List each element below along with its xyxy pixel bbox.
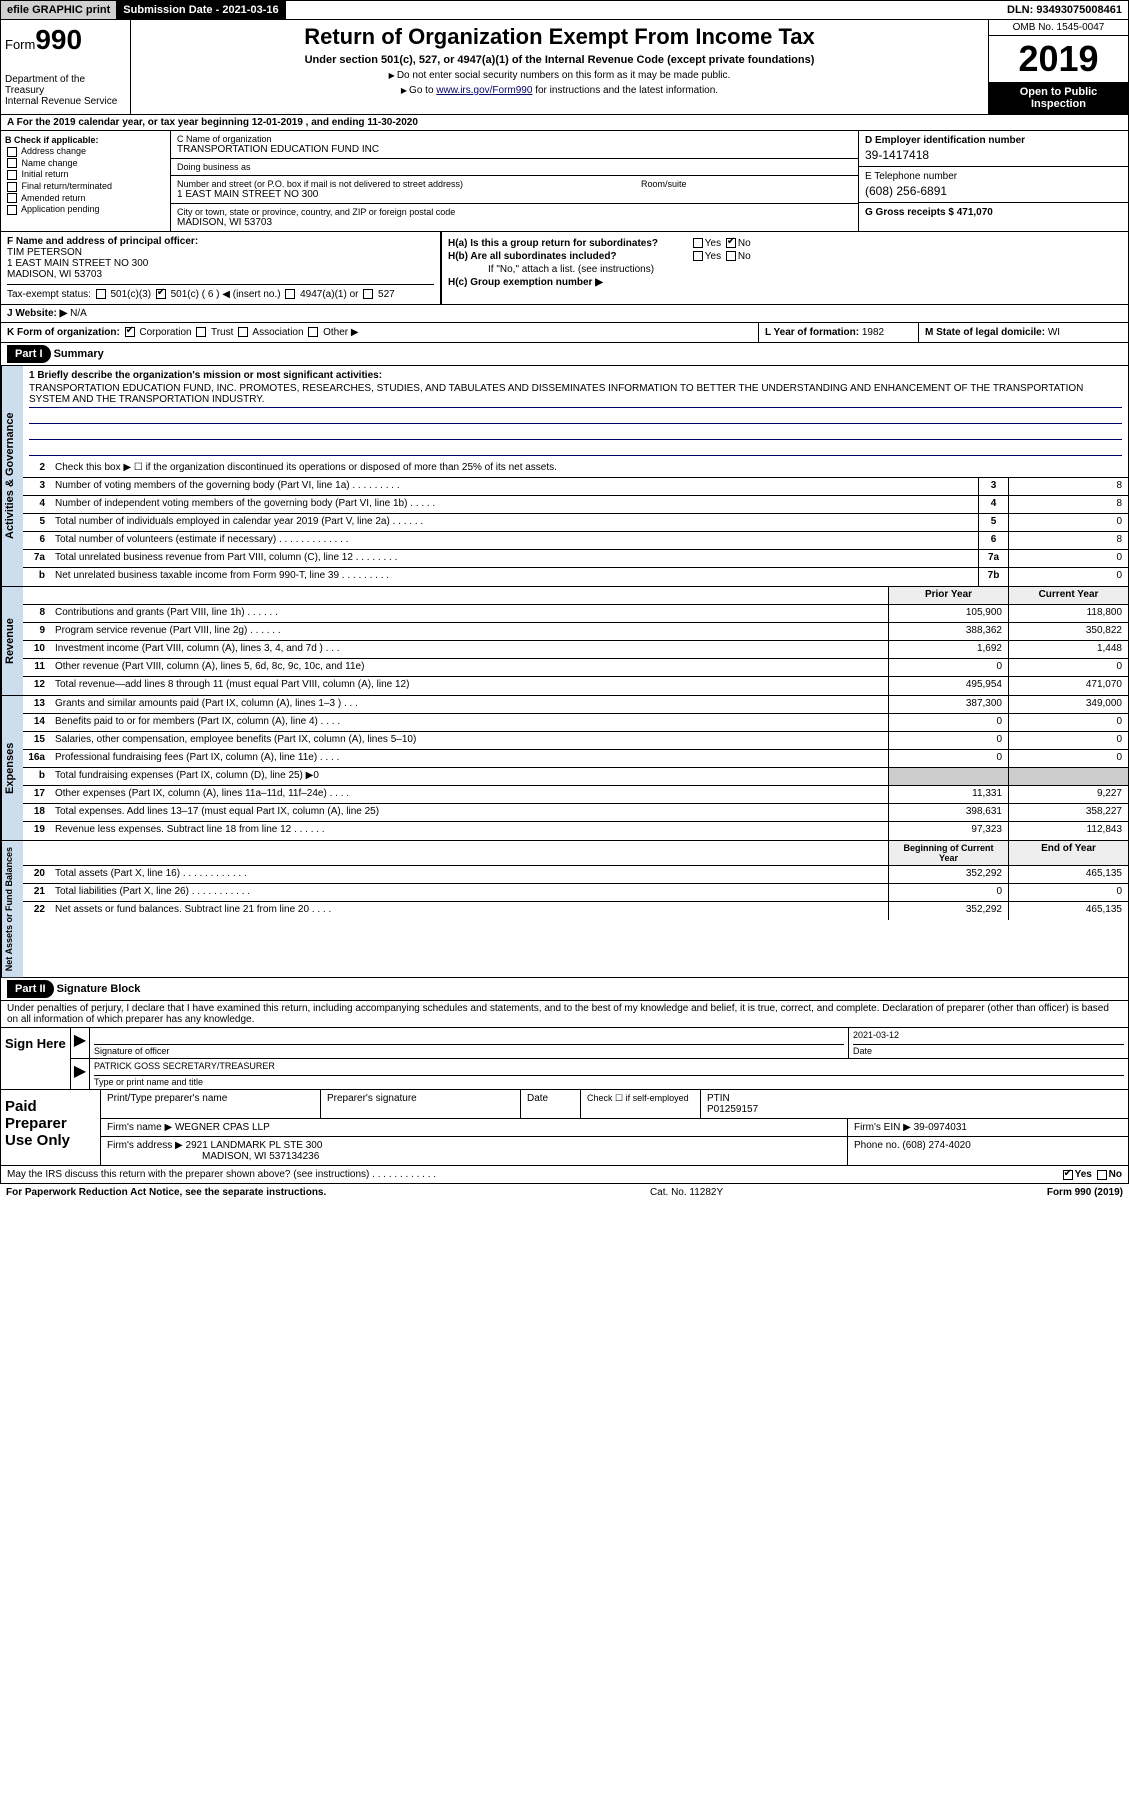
omb-number: OMB No. 1545-0047: [989, 20, 1128, 36]
firm-ein: 39-0974031: [914, 1122, 967, 1133]
arrow-icon: ▶: [71, 1028, 89, 1058]
org-form-option[interactable]: Trust: [194, 327, 236, 338]
checkbox-option[interactable]: Initial return: [5, 169, 166, 180]
firm-name: WEGNER CPAS LLP: [175, 1122, 270, 1133]
table-row: 3Number of voting members of the governi…: [23, 478, 1128, 496]
table-row: 18Total expenses. Add lines 13–17 (must …: [23, 804, 1128, 822]
paperwork-notice: For Paperwork Reduction Act Notice, see …: [6, 1187, 326, 1198]
telephone: (608) 256-6891: [865, 184, 1122, 198]
gross-receipts: G Gross receipts $ 471,070: [865, 207, 993, 218]
ptin: P01259157: [707, 1104, 758, 1115]
table-row: 7aTotal unrelated business revenue from …: [23, 550, 1128, 568]
form-title: Return of Organization Exempt From Incom…: [135, 24, 984, 50]
form-subtitle: Under section 501(c), 527, or 4947(a)(1)…: [135, 54, 984, 66]
table-row: 16aProfessional fundraising fees (Part I…: [23, 750, 1128, 768]
checkbox-option[interactable]: Final return/terminated: [5, 181, 166, 192]
table-row: 17Other expenses (Part IX, column (A), l…: [23, 786, 1128, 804]
year-formation: L Year of formation: 1982: [758, 323, 918, 342]
table-row: 10Investment income (Part VIII, column (…: [23, 641, 1128, 659]
mission-text: TRANSPORTATION EDUCATION FUND, INC. PROM…: [29, 381, 1122, 408]
table-row: bNet unrelated business taxable income f…: [23, 568, 1128, 586]
org-form-option[interactable]: Association: [236, 327, 306, 338]
table-row: 13Grants and similar amounts paid (Part …: [23, 696, 1128, 714]
table-row: 11Other revenue (Part VIII, column (A), …: [23, 659, 1128, 677]
row-j-website: J Website: ▶ N/A: [0, 305, 1129, 323]
vert-expenses: Expenses: [1, 696, 23, 840]
tax-status-option[interactable]: 501(c) ( 6 ) ◀ (insert no.): [154, 289, 284, 300]
vert-governance: Activities & Governance: [1, 366, 23, 586]
table-row: 22Net assets or fund balances. Subtract …: [23, 902, 1128, 920]
checkbox-option[interactable]: Name change: [5, 158, 166, 169]
efile-print-button[interactable]: efile GRAPHIC print: [1, 1, 117, 19]
table-row: 20Total assets (Part X, line 16) . . . .…: [23, 866, 1128, 884]
box-f-officer: F Name and address of principal officer:…: [1, 232, 441, 304]
form-header: Form990 Department of the Treasury Inter…: [0, 20, 1129, 115]
table-row: 21Total liabilities (Part X, line 26) . …: [23, 884, 1128, 902]
penalty-statement: Under penalties of perjury, I declare th…: [0, 1001, 1129, 1028]
checkbox-option[interactable]: Amended return: [5, 193, 166, 204]
line2: Check this box ▶ ☐ if the organization d…: [51, 460, 1128, 477]
city-address: MADISON, WI 53703: [177, 217, 852, 228]
cat-no: Cat. No. 11282Y: [650, 1187, 723, 1198]
part1-header: Part I: [7, 345, 51, 363]
table-row: 14Benefits paid to or for members (Part …: [23, 714, 1128, 732]
sign-here-label: Sign Here: [1, 1028, 71, 1089]
tax-year: 2019: [989, 36, 1128, 82]
tax-status-option[interactable]: 501(c)(3): [94, 289, 154, 300]
vert-revenue: Revenue: [1, 587, 23, 695]
row-a-tax-year: A For the 2019 calendar year, or tax yea…: [0, 115, 1129, 131]
tax-status-option[interactable]: 4947(a)(1) or: [283, 289, 361, 300]
org-form-option[interactable]: Corporation: [123, 327, 195, 338]
table-row: 8Contributions and grants (Part VIII, li…: [23, 605, 1128, 623]
form-version: Form 990 (2019): [1047, 1187, 1123, 1198]
instructions-link[interactable]: www.irs.gov/Form990: [436, 85, 532, 96]
table-row: 15Salaries, other compensation, employee…: [23, 732, 1128, 750]
officer-name: PATRICK GOSS SECRETARY/TREASURER: [94, 1061, 1124, 1075]
firm-address: 2921 LANDMARK PL STE 300: [186, 1140, 323, 1151]
mission-label: 1 Briefly describe the organization's mi…: [29, 370, 382, 381]
org-name: TRANSPORTATION EDUCATION FUND INC: [177, 144, 852, 155]
top-bar: efile GRAPHIC print Submission Date - 20…: [0, 0, 1129, 20]
part2-header: Part II: [7, 980, 54, 998]
box-b-applicable: B Check if applicable: Address change Na…: [1, 131, 171, 231]
state-domicile: M State of legal domicile: WI: [918, 323, 1128, 342]
box-h-group: H(a) Is this a group return for subordin…: [441, 232, 821, 304]
sign-date: 2021-03-12: [853, 1030, 1124, 1044]
checkbox-option[interactable]: Address change: [5, 146, 166, 157]
arrow-icon: ▶: [71, 1059, 89, 1089]
note-link: Go to www.irs.gov/Form990 for instructio…: [135, 85, 984, 96]
department: Department of the Treasury Internal Reve…: [5, 74, 126, 107]
table-row: 4Number of independent voting members of…: [23, 496, 1128, 514]
table-row: 5Total number of individuals employed in…: [23, 514, 1128, 532]
street-address: 1 EAST MAIN STREET NO 300: [177, 189, 852, 200]
table-row: 12Total revenue—add lines 8 through 11 (…: [23, 677, 1128, 695]
tax-status-option[interactable]: 527: [361, 289, 394, 300]
ein: 39-1417418: [865, 148, 1122, 162]
firm-phone: (608) 274-4020: [902, 1140, 970, 1151]
public-inspection: Open to Public Inspection: [989, 82, 1128, 114]
table-row: 6Total number of volunteers (estimate if…: [23, 532, 1128, 550]
submission-date: Submission Date - 2021-03-16: [117, 1, 285, 19]
note-ssn: Do not enter social security numbers on …: [135, 70, 984, 81]
paid-preparer-label: Paid Preparer Use Only: [1, 1090, 101, 1165]
discuss-row: May the IRS discuss this return with the…: [0, 1166, 1129, 1184]
table-row: 19Revenue less expenses. Subtract line 1…: [23, 822, 1128, 840]
table-row: bTotal fundraising expenses (Part IX, co…: [23, 768, 1128, 786]
row-k-org-form: K Form of organization: Corporation Trus…: [1, 323, 758, 342]
vert-netassets: Net Assets or Fund Balances: [1, 841, 23, 977]
table-row: 9Program service revenue (Part VIII, lin…: [23, 623, 1128, 641]
org-form-option[interactable]: Other ▶: [306, 327, 358, 338]
checkbox-option[interactable]: Application pending: [5, 204, 166, 215]
dln: DLN: 93493075008461: [1001, 1, 1128, 19]
form-number: Form990: [5, 24, 126, 56]
